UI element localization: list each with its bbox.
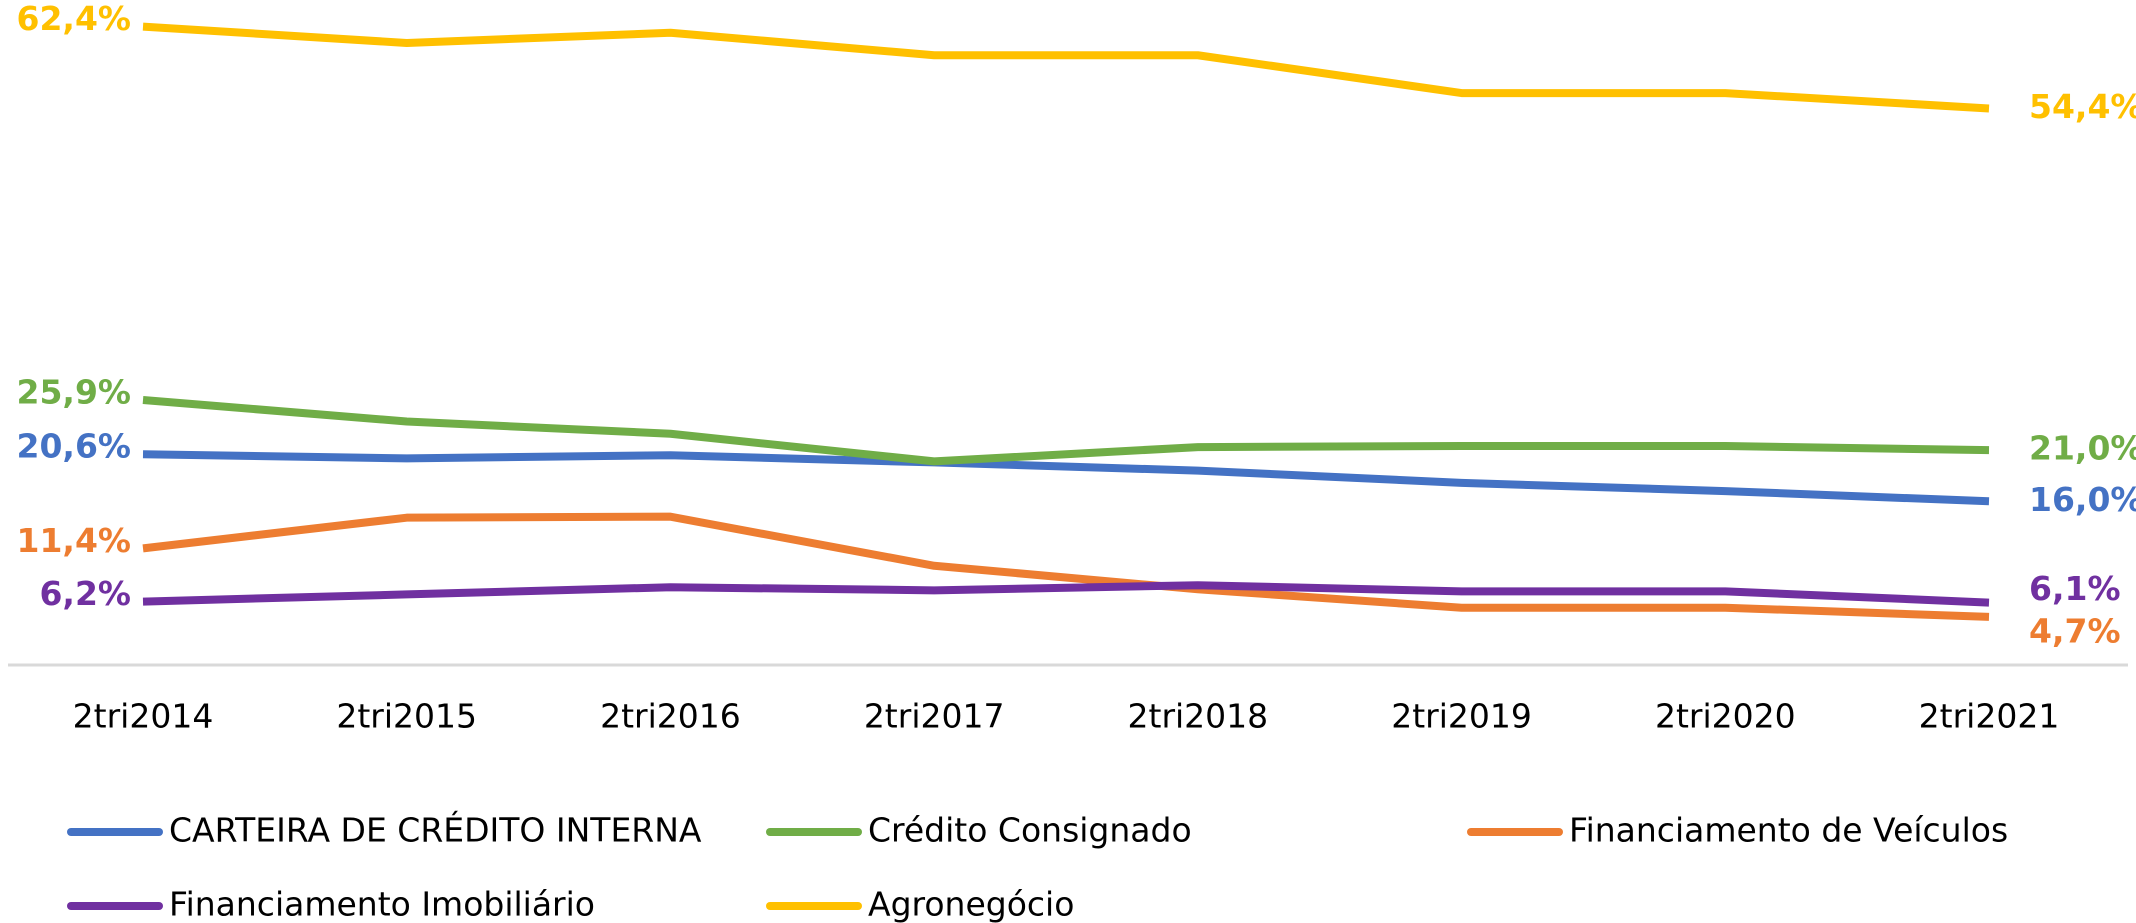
series-line [142, 450, 1990, 506]
series-line [142, 22, 1990, 113]
x-tick-label: 2tri2015 [336, 697, 477, 736]
data-label: 16,0% [2029, 480, 2136, 519]
x-tick-label: 2tri2016 [600, 697, 741, 736]
data-label: 6,2% [39, 574, 131, 613]
data-label: 54,4% [2029, 87, 2136, 126]
x-tick-label: 2tri2020 [1655, 697, 1796, 736]
x-tick-label: 2tri2018 [1128, 697, 1269, 736]
legend-label: Financiamento de Veículos [1569, 811, 2008, 850]
data-label: 11,4% [17, 521, 132, 560]
x-tick-label: 2tri2021 [1919, 697, 2060, 736]
data-label: 20,6% [17, 427, 132, 466]
legend-label: Agronegócio [868, 885, 1074, 923]
data-label: 62,4% [17, 0, 132, 38]
data-label: 4,7% [2029, 611, 2121, 650]
data-label: 21,0% [2029, 429, 2136, 468]
x-tick-label: 2tri2017 [864, 697, 1005, 736]
legend-label: Financiamento Imobiliário [169, 885, 595, 923]
legend-label: Crédito Consignado [868, 811, 1192, 850]
series-line [142, 581, 1990, 607]
x-tick-label: 2tri2014 [73, 697, 214, 736]
x-tick-label: 2tri2019 [1391, 697, 1532, 736]
series-line [142, 396, 1990, 466]
series-line [142, 512, 1990, 621]
data-label: 25,9% [17, 373, 132, 412]
legend-label: CARTEIRA DE CRÉDITO INTERNA [169, 810, 702, 850]
data-label: 6,1% [2029, 569, 2121, 608]
